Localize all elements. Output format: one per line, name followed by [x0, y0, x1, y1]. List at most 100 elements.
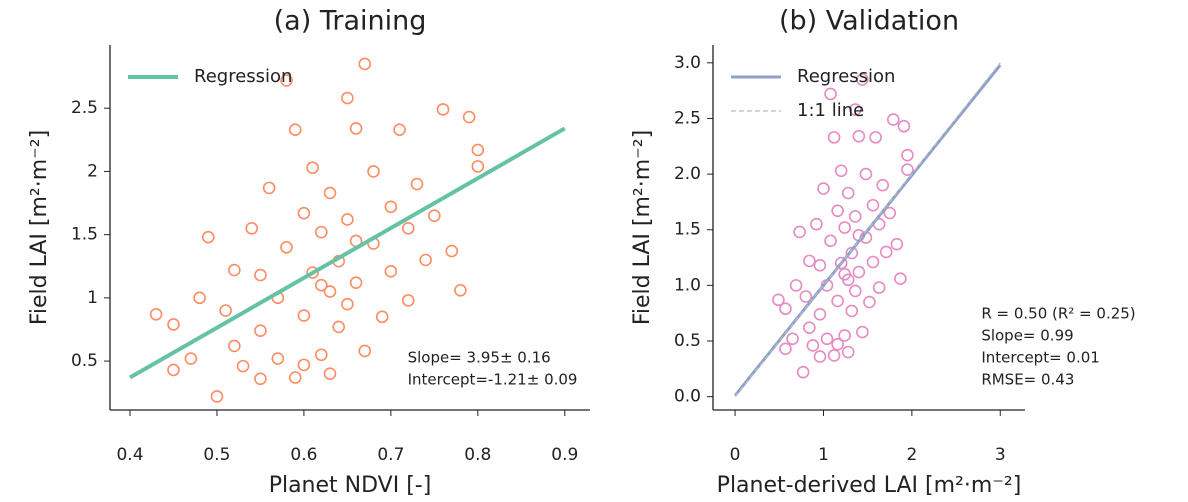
annotation: R = 0.50 (R² = 0.25)	[981, 305, 1135, 323]
point	[280, 74, 293, 87]
x-tick-label: 0.7	[377, 445, 404, 465]
y-axis-label: Field LAI [m²·m⁻²]	[27, 130, 52, 325]
point	[901, 148, 914, 162]
annotation: Slope= 3.95± 0.16	[408, 349, 551, 367]
point	[254, 372, 267, 386]
y-tick-label: 2.5	[71, 98, 98, 118]
point	[849, 210, 862, 223]
legend-label: Regression	[797, 66, 895, 87]
point	[845, 304, 859, 318]
point	[863, 295, 876, 309]
point	[789, 279, 803, 292]
annotation: Slope= 0.99	[981, 327, 1073, 345]
point	[879, 245, 893, 259]
point	[793, 225, 806, 239]
point	[786, 332, 799, 346]
point	[401, 294, 415, 307]
x-tick-label: 3	[995, 445, 1006, 465]
point	[806, 339, 820, 352]
annotation: Intercept=-1.21± 0.09	[408, 371, 578, 389]
point	[856, 73, 869, 86]
y-tick-label: 1.0	[674, 275, 701, 295]
point	[358, 57, 372, 71]
x-tick-label: 0.8	[464, 445, 491, 465]
point	[866, 255, 880, 269]
point	[254, 324, 267, 338]
chart-title: (a) Training	[274, 6, 427, 37]
y-tick-label: 0.5	[71, 351, 98, 371]
point	[813, 307, 827, 321]
point	[245, 222, 259, 235]
y-tick-label: 2	[87, 161, 98, 181]
point	[219, 304, 232, 317]
point	[445, 244, 459, 258]
point	[297, 309, 311, 322]
point	[471, 160, 485, 173]
point	[149, 307, 163, 321]
point	[332, 320, 345, 334]
point	[838, 221, 851, 234]
point	[384, 200, 398, 214]
point	[167, 363, 180, 377]
point	[883, 206, 897, 220]
point	[228, 339, 241, 353]
point	[375, 310, 389, 324]
point	[262, 181, 276, 195]
point	[341, 297, 354, 311]
y-tick-label: 1.5	[674, 220, 701, 240]
point	[349, 276, 363, 289]
regression-line	[129, 126, 566, 380]
x-tick-label: 0.6	[290, 445, 317, 465]
point	[799, 290, 813, 303]
point	[297, 358, 311, 372]
y-tick-label: 2.0	[674, 164, 701, 184]
point	[890, 237, 904, 251]
point	[852, 129, 866, 143]
point	[872, 281, 886, 294]
x-tick-label: 0	[730, 445, 741, 465]
x-tick-label: 1	[818, 445, 829, 465]
point	[401, 222, 415, 235]
point	[384, 265, 398, 278]
point	[772, 293, 785, 307]
y-tick-label: 0.5	[674, 331, 701, 351]
point	[824, 234, 837, 248]
point	[779, 302, 792, 316]
point	[210, 390, 224, 403]
point	[201, 230, 215, 244]
x-tick-label: 2	[906, 445, 917, 465]
point	[831, 294, 844, 308]
x-tick-label: 0.4	[116, 445, 143, 465]
point	[367, 165, 380, 178]
point	[838, 329, 851, 342]
point	[341, 91, 354, 105]
y-tick-label: 2.5	[674, 108, 701, 128]
y-tick-label: 1.5	[71, 225, 98, 245]
point	[323, 186, 337, 200]
point	[817, 182, 830, 195]
point	[897, 119, 911, 133]
point	[866, 198, 880, 212]
point	[436, 103, 450, 116]
point	[779, 342, 792, 356]
point	[841, 186, 855, 200]
legend-label: Regression	[194, 66, 292, 87]
x-axis-label: Planet NDVI [-]	[269, 473, 432, 498]
point	[841, 345, 855, 359]
point	[856, 325, 869, 339]
point	[796, 365, 810, 379]
point	[428, 209, 441, 222]
point	[852, 265, 866, 279]
point	[393, 123, 406, 137]
legend-label: 1:1 line	[797, 100, 864, 121]
point	[803, 254, 816, 268]
point	[834, 164, 848, 178]
regression-line	[734, 62, 1001, 398]
y-tick-label: 0.0	[674, 387, 701, 407]
point	[827, 349, 841, 362]
point	[419, 253, 432, 267]
point	[849, 284, 862, 298]
point	[887, 113, 900, 126]
point	[810, 217, 823, 231]
